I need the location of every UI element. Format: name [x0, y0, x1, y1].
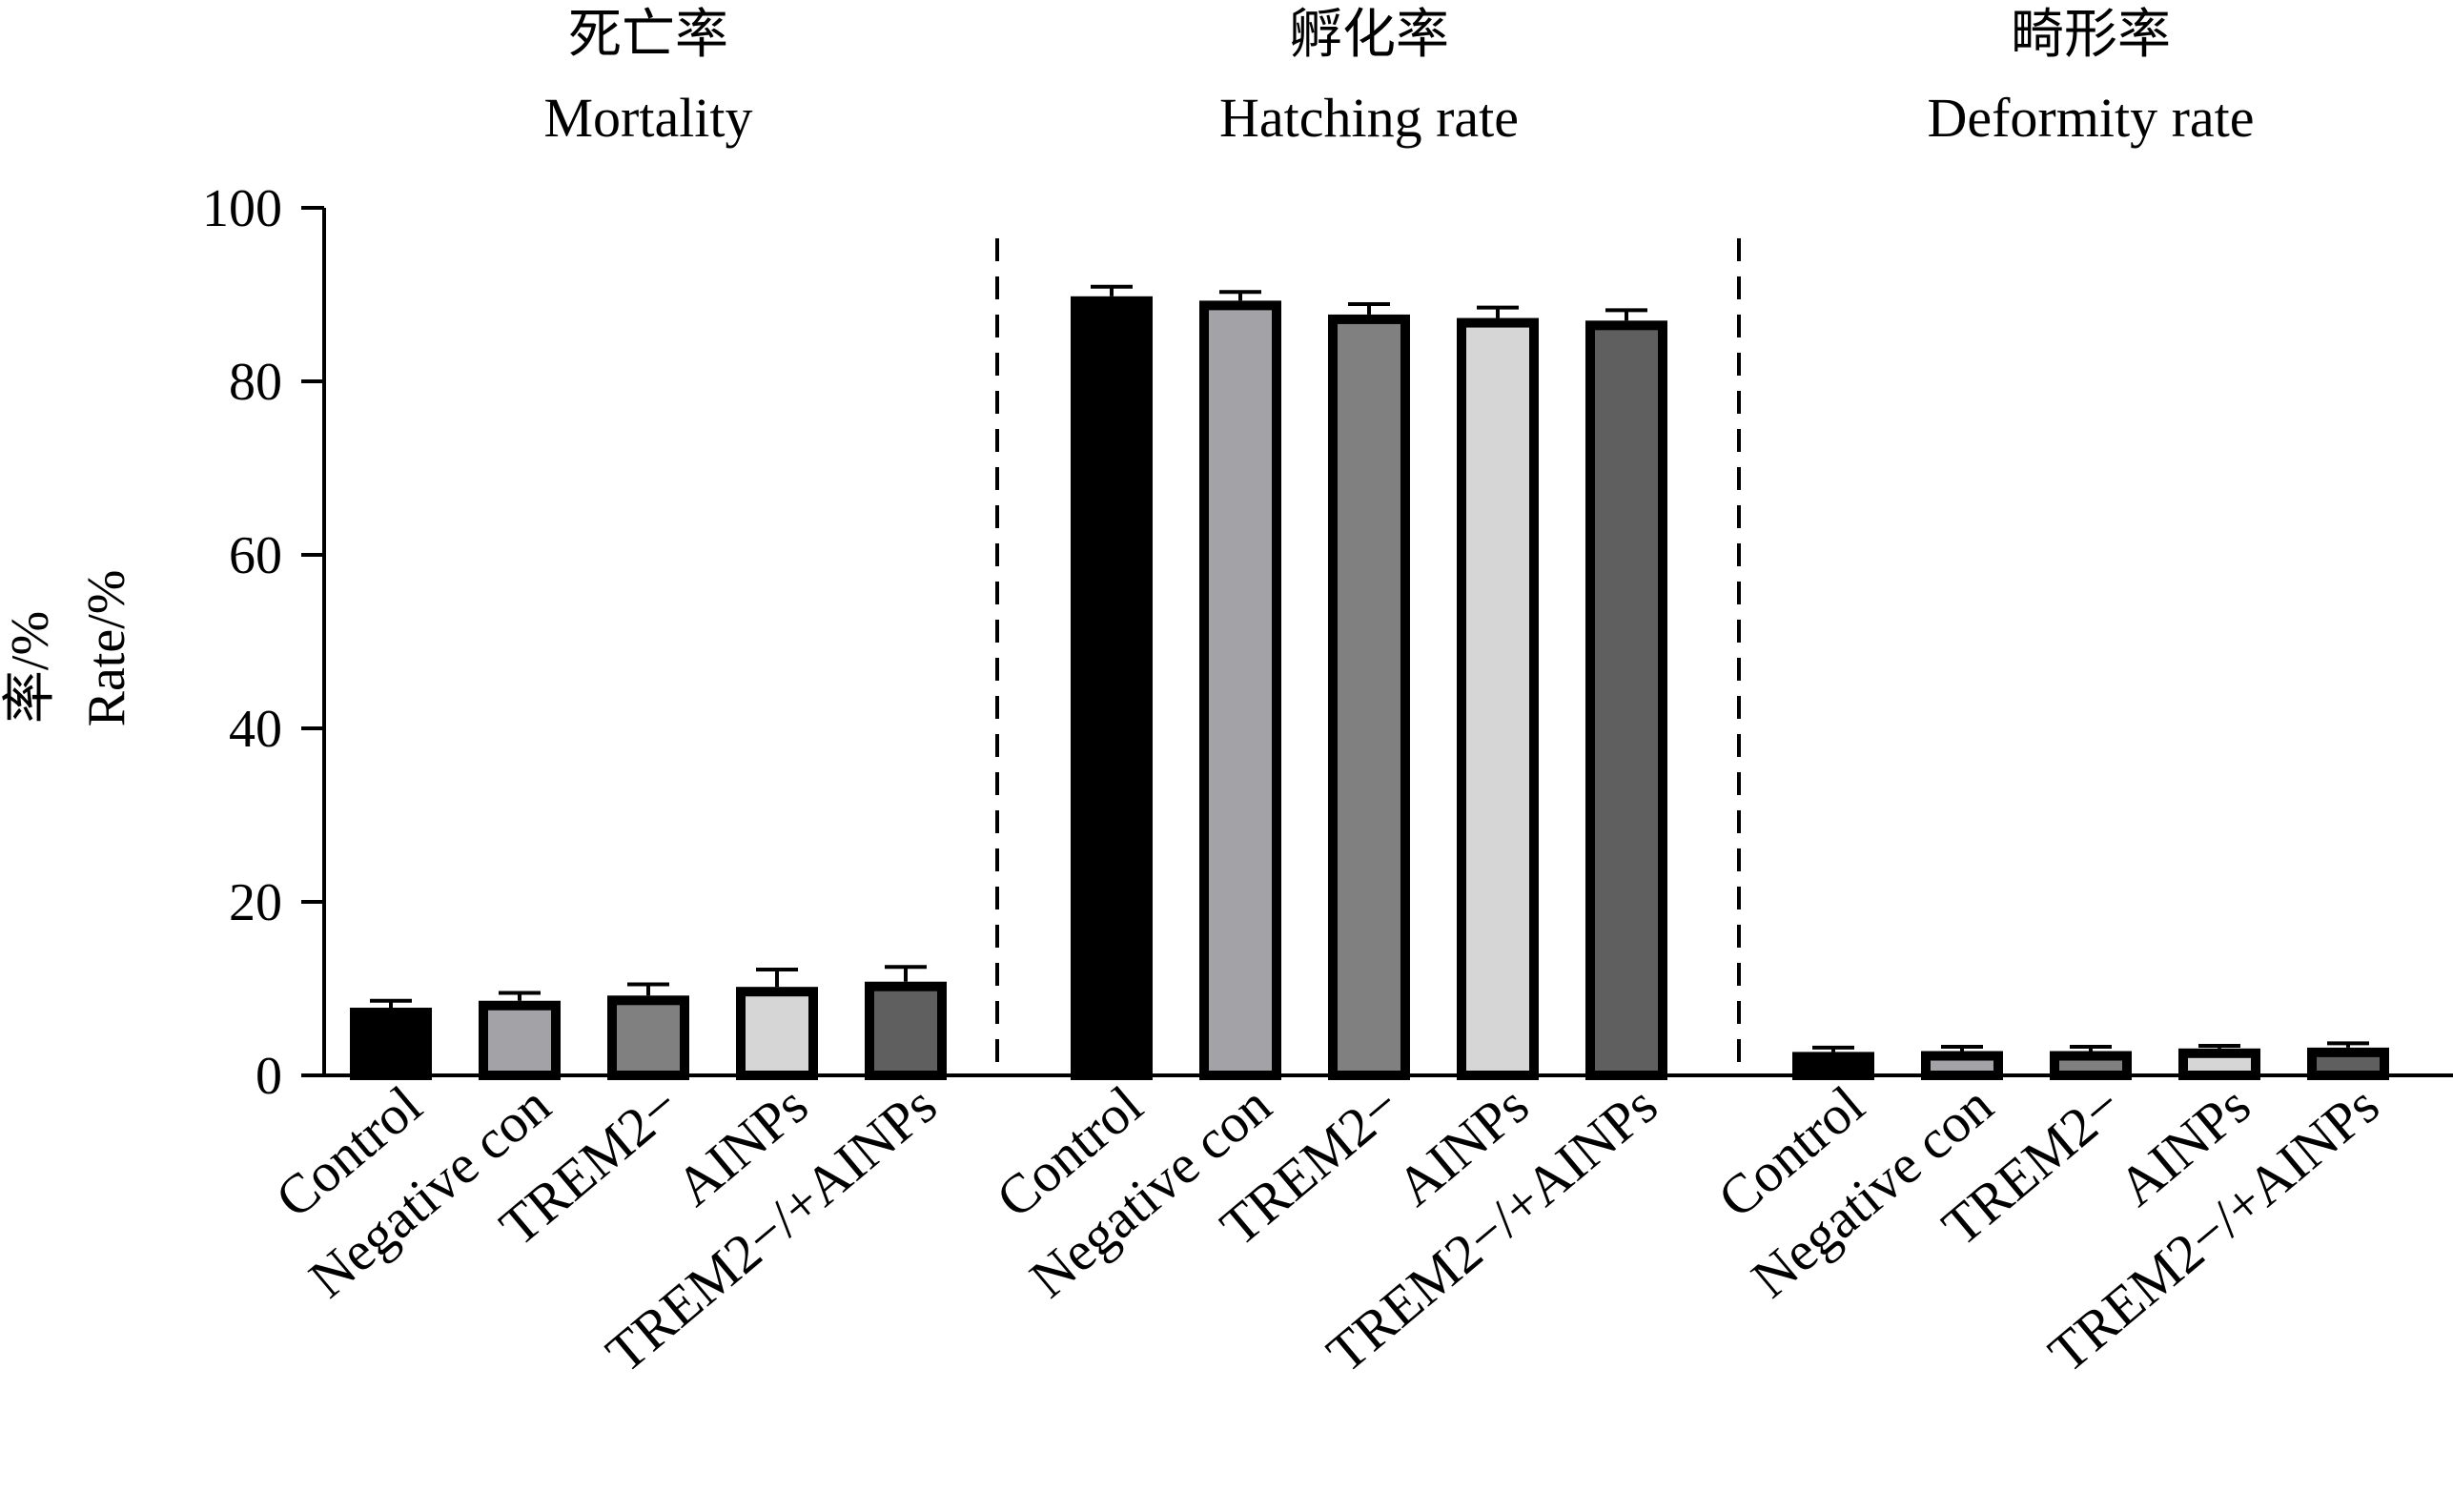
bar	[2050, 1051, 2132, 1081]
bar	[479, 1000, 561, 1080]
panel-title-en: Hatching rate	[1219, 87, 1519, 149]
y-axis-label-en: Rate/%	[77, 570, 136, 727]
bar	[607, 995, 689, 1081]
bar	[350, 1008, 432, 1081]
bar	[2307, 1047, 2389, 1081]
bar	[1071, 296, 1153, 1080]
panel-title-en: Mortality	[543, 87, 752, 149]
bar	[736, 987, 818, 1081]
panel-title-zh: 畸形率	[2011, 4, 2171, 66]
y-tick-label: 20	[229, 873, 282, 932]
y-tick-label: 60	[229, 526, 282, 585]
y-tick-label: 40	[229, 700, 282, 759]
bar	[1199, 300, 1281, 1080]
y-tick-label: 0	[256, 1047, 282, 1106]
bar	[1921, 1051, 2003, 1081]
y-tick-label: 80	[229, 353, 282, 412]
bars	[350, 284, 2389, 1081]
bar	[1457, 317, 1539, 1080]
bar	[1585, 320, 1667, 1080]
y-axis-label-zh: 率/%	[1, 611, 60, 724]
y-tick-label: 100	[202, 179, 282, 238]
bar	[2178, 1048, 2260, 1081]
panel-title-en: Deformity rate	[1927, 87, 2254, 149]
panel-title-zh: 孵化率	[1289, 4, 1449, 66]
labels: 020406080100死亡率MortalityControlNegative …	[202, 4, 2390, 1384]
bar	[1328, 314, 1410, 1080]
bar	[1792, 1052, 1874, 1081]
panel-title-zh: 死亡率	[568, 4, 728, 66]
bar	[865, 981, 947, 1080]
